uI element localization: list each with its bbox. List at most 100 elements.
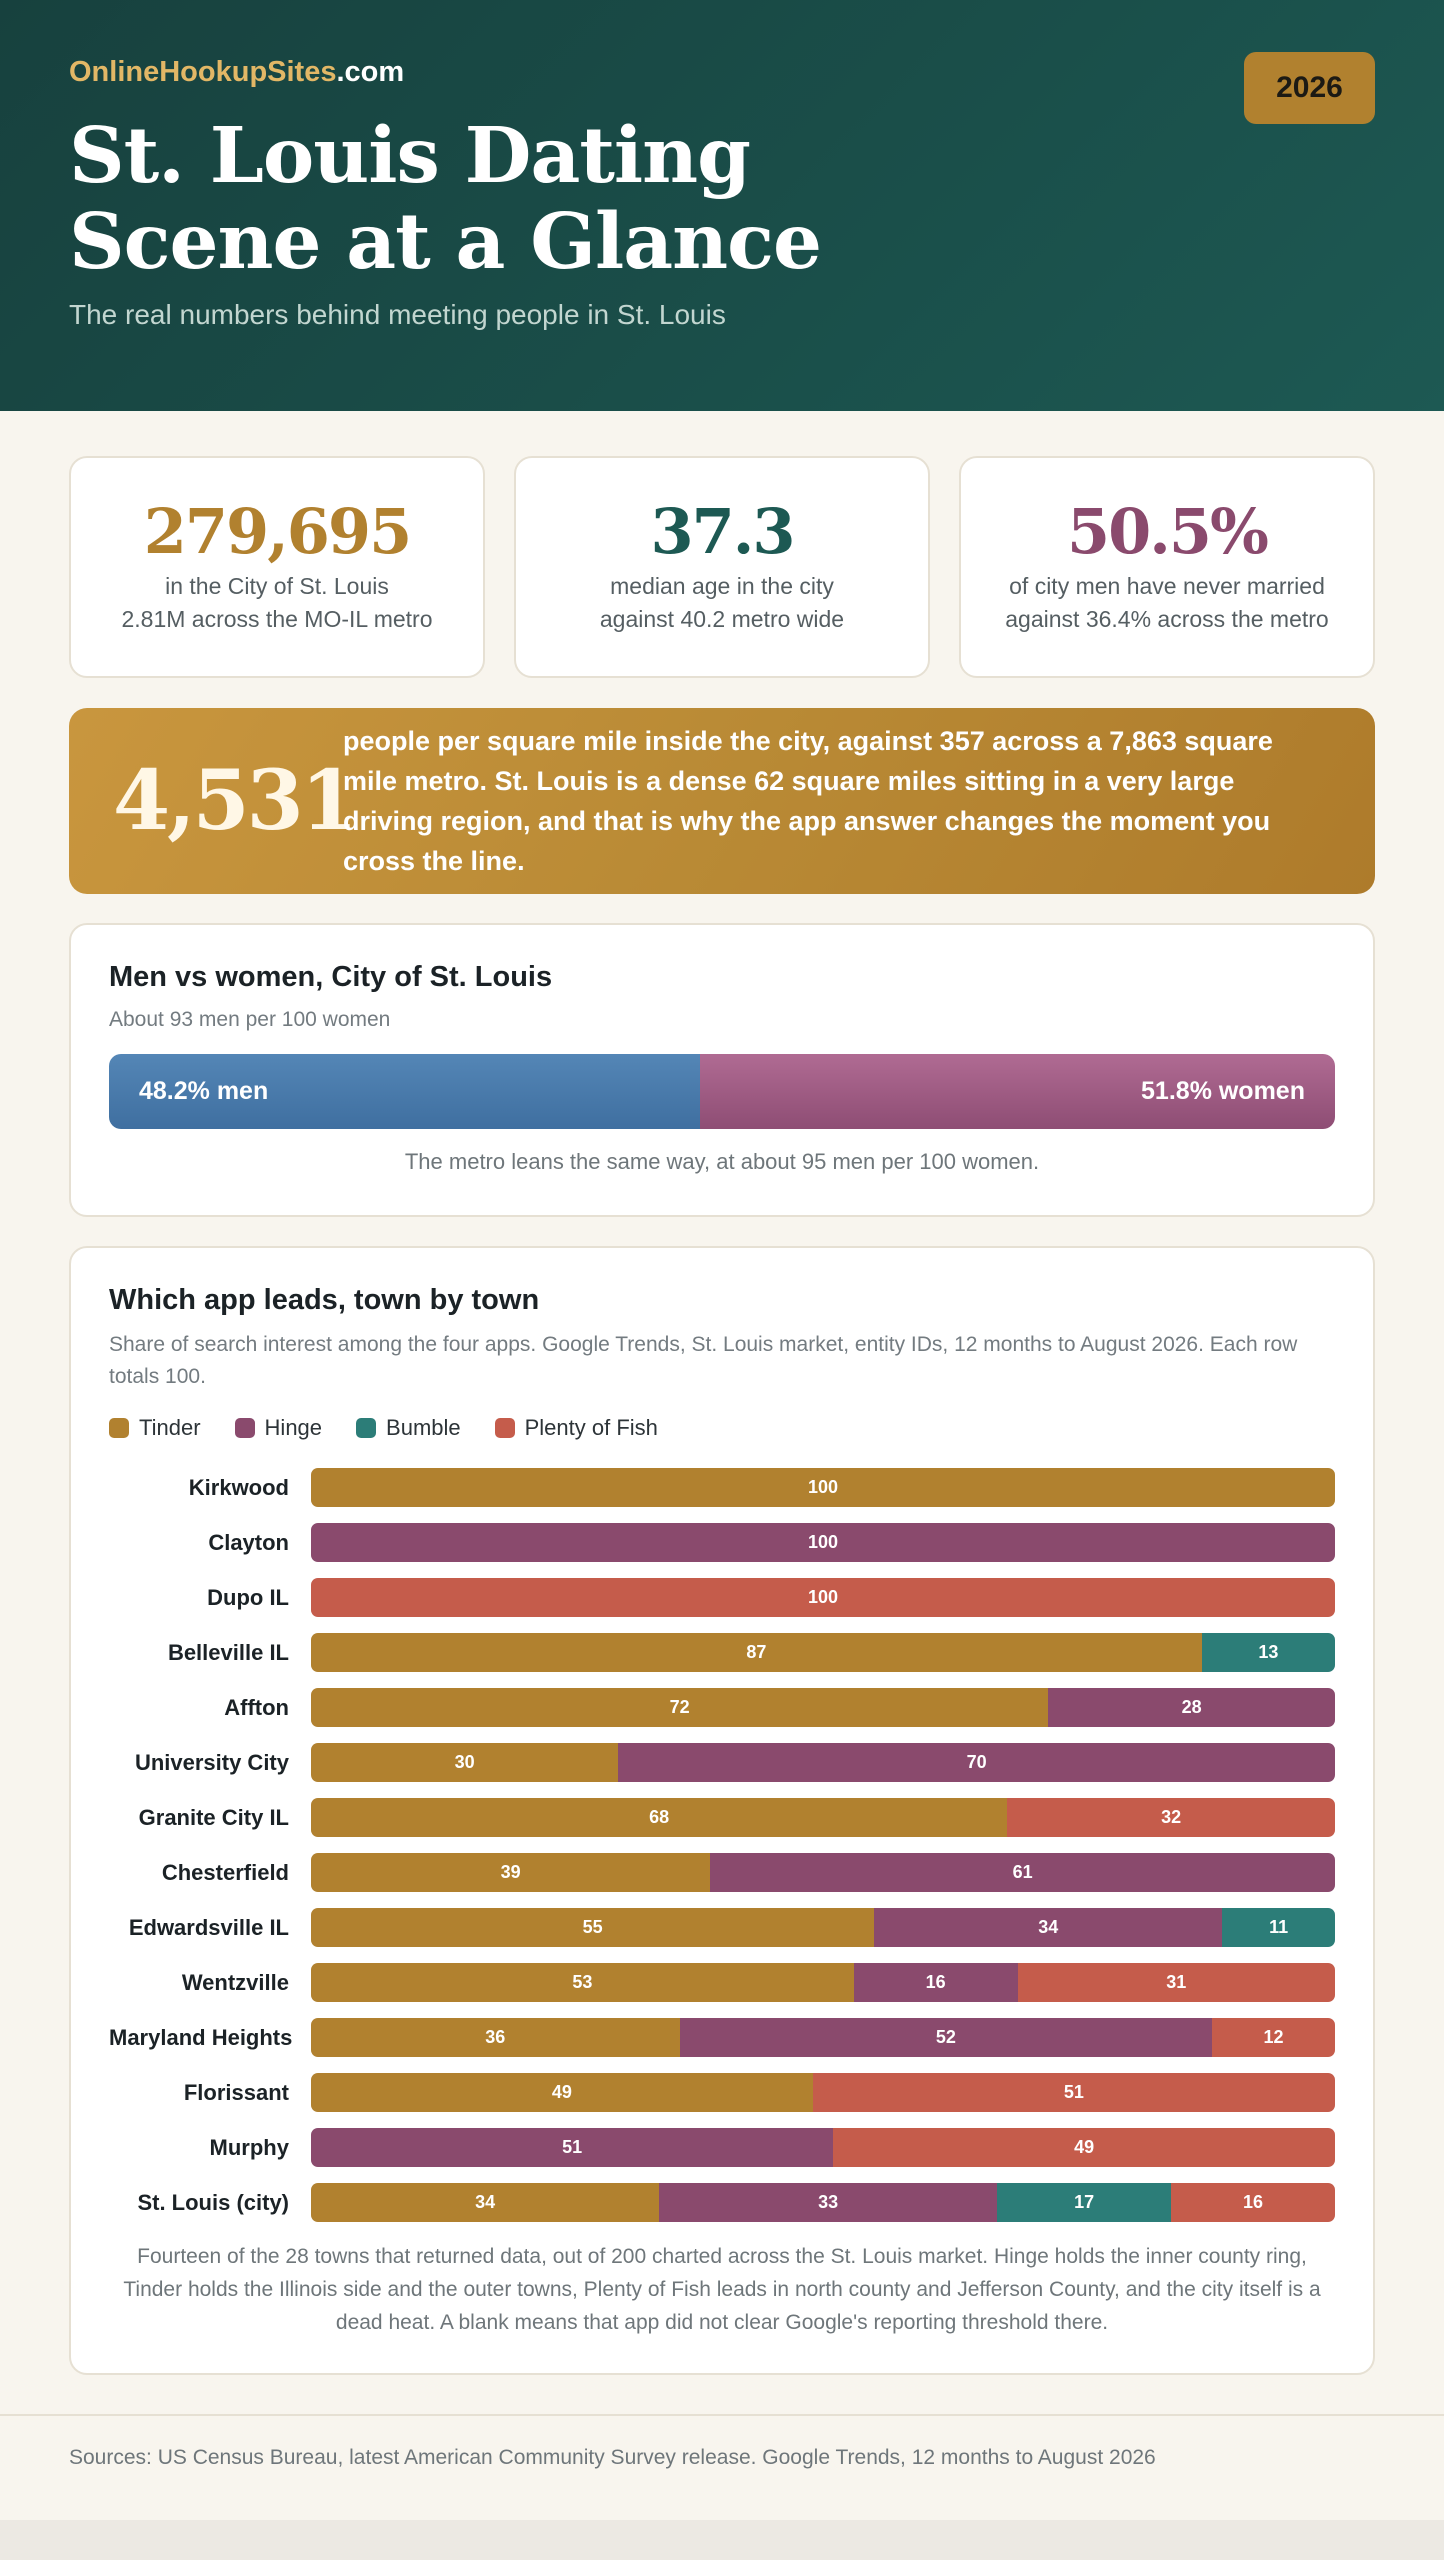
women-segment: 51.8% women <box>699 1054 1335 1129</box>
density-banner: 4,531 people per square mile inside the … <box>69 708 1375 894</box>
category-label: Maryland Heights <box>109 2024 293 2050</box>
category-label: Murphy <box>209 2134 289 2160</box>
stacked-bar: 55 34 11 <box>311 1908 1335 1947</box>
legend-item: Plenty of Fish <box>494 1415 658 1441</box>
men-segment: 48.2% men <box>109 1054 700 1129</box>
stat-line: against 40.2 metro wide <box>599 606 845 632</box>
stacked-bar: 100 <box>311 1578 1335 1617</box>
app-chart-subtitle: Share of search interest among the four … <box>109 1333 1298 1388</box>
sources-text: Sources: US Census Bureau, latest Americ… <box>69 2446 1156 2469</box>
bar-segment-tinder: 87 <box>311 1633 1202 1672</box>
brand-name: OnlineHookupSites <box>69 56 337 88</box>
header: OnlineHookupSites.com 2026 St. Louis Dat… <box>0 0 1444 411</box>
gender-note: The metro leans the same way, at about 9… <box>404 1149 1040 1174</box>
stacked-bar: 49 51 <box>311 2073 1335 2112</box>
stacked-bar: 87 13 <box>311 1633 1335 1672</box>
category-label: Granite City IL <box>138 1804 289 1830</box>
stat-cards: 279,695 in the City of St. Louis 2.81M a… <box>69 456 1375 678</box>
legend-swatch <box>494 1418 515 1438</box>
stat-value: 279,695 <box>143 495 412 568</box>
gender-subtitle: About 93 men per 100 women <box>109 1008 391 1031</box>
page-subtitle: The real numbers behind meeting people i… <box>69 299 726 330</box>
bar-segment-tinder: 49 <box>311 2073 813 2112</box>
chart-row: Wentzville 53 16 31 <box>109 1955 1335 2010</box>
app-chart-note: Fourteen of the 28 towns that returned d… <box>123 2245 1321 2334</box>
bar-segment-tinder: 55 <box>311 1908 875 1947</box>
bar-segment-tinder: 68 <box>311 1798 1008 1837</box>
stacked-bar: 39 61 <box>311 1853 1335 1892</box>
bar-segment-plenty-of-fish: 16 <box>1171 2183 1335 2222</box>
chart-row: Edwardsville IL 55 34 11 <box>109 1900 1335 1955</box>
bar-segment-tinder: 39 <box>311 1853 711 1892</box>
bar-segment-hinge: 28 <box>1048 1688 1335 1727</box>
chart-row: Belleville IL 87 13 <box>109 1625 1335 1680</box>
bar-segment-tinder: 53 <box>311 1963 854 2002</box>
bar-segment-plenty-of-fish: 51 <box>812 2073 1335 2112</box>
stat-value: 37.3 <box>650 495 795 568</box>
legend-swatch <box>356 1418 377 1438</box>
legend-swatch <box>109 1418 129 1438</box>
chart-row: University City 30 70 <box>109 1735 1335 1790</box>
stat-line: of city men have never married <box>1009 573 1325 599</box>
bar-segment-tinder: 72 <box>311 1688 1049 1727</box>
legend-item: Hinge <box>234 1415 322 1441</box>
bar-segment-hinge: 16 <box>853 1963 1018 2002</box>
legend-label: Bumble <box>386 1415 461 1440</box>
density-text: people per square mile inside the city, … <box>343 726 1273 876</box>
bar-segment-hinge: 100 <box>311 1523 1335 1562</box>
chart-row: Dupo IL 100 <box>109 1570 1335 1625</box>
brand-logo[interactable]: OnlineHookupSites.com <box>69 56 1375 89</box>
category-label: University City <box>134 1749 289 1775</box>
density-value: 4,531 <box>113 753 358 849</box>
stat-line: against 36.4% across the metro <box>1005 606 1329 632</box>
bar-segment-hinge: 61 <box>710 1853 1335 1892</box>
category-label: St. Louis (city) <box>137 2189 289 2215</box>
stacked-bar: 68 32 <box>311 1798 1335 1837</box>
bar-segment-bumble: 13 <box>1201 1633 1335 1672</box>
stat-card-population: 279,695 in the City of St. Louis 2.81M a… <box>69 456 485 678</box>
stat-line: 2.81M across the MO-IL metro <box>121 606 433 632</box>
stat-value: 50.5% <box>1067 495 1269 568</box>
bar-segment-plenty-of-fish: 32 <box>1007 1798 1335 1837</box>
category-label: Dupo IL <box>207 1584 289 1610</box>
brand-domain: .com <box>336 56 405 88</box>
legend-label: Plenty of Fish <box>524 1415 658 1440</box>
legend-label: Tinder <box>139 1415 201 1440</box>
category-label: Belleville IL <box>167 1639 289 1665</box>
page-title: St. Louis Dating Scene at a Glance <box>69 113 829 285</box>
category-label: Florissant <box>183 2079 289 2105</box>
bar-segment-tinder: 100 <box>311 1468 1335 1507</box>
bar-segment-tinder: 36 <box>311 2018 680 2057</box>
legend-item: Tinder <box>109 1415 201 1441</box>
chart-row: Florissant 49 51 <box>109 2065 1335 2120</box>
chart-row: Chesterfield 39 61 <box>109 1845 1335 1900</box>
gender-bar: 48.2% men 51.8% women <box>109 1054 1335 1129</box>
stacked-bar: 34 33 17 16 <box>311 2183 1335 2222</box>
stacked-bar: 30 70 <box>311 1743 1335 1782</box>
bar-segment-bumble: 17 <box>997 2183 1172 2222</box>
app-leads-card: Which app leads, town by town Share of s… <box>69 1246 1375 2375</box>
category-label: Chesterfield <box>161 1859 289 1885</box>
footer: Sources: US Census Bureau, latest Americ… <box>0 2414 1444 2470</box>
gender-card: Men vs women, City of St. Louis About 93… <box>69 923 1375 1217</box>
chart-row: Maryland Heights 36 52 12 <box>109 2010 1335 2065</box>
title-line-2: Scene at a Glance <box>69 197 822 287</box>
title-line-1: St. Louis Dating <box>69 111 751 201</box>
year-badge: 2026 <box>1244 52 1375 124</box>
stacked-bar-chart: Kirkwood 100 Clayton 100 Dupo IL 100 Bellevill… <box>109 1460 1335 2230</box>
chart-row: Kirkwood 100 <box>109 1460 1335 1515</box>
stat-card-never-married: 50.5% of city men have never married aga… <box>959 456 1375 678</box>
stacked-bar: 72 28 <box>311 1688 1335 1727</box>
chart-row: Granite City IL 68 32 <box>109 1790 1335 1845</box>
bar-segment-plenty-of-fish: 49 <box>833 2128 1335 2167</box>
legend-item: Bumble <box>356 1415 461 1441</box>
category-label: Clayton <box>208 1529 289 1555</box>
category-label: Kirkwood <box>188 1474 289 1500</box>
stacked-bar: 36 52 12 <box>311 2018 1335 2057</box>
stacked-bar: 51 49 <box>311 2128 1335 2167</box>
chart-row: St. Louis (city) 34 33 17 16 <box>109 2175 1335 2230</box>
chart-legend: Tinder Hinge Bumble Plenty of Fish <box>109 1415 1335 1441</box>
bar-segment-tinder: 30 <box>311 1743 619 1782</box>
chart-row: Murphy 51 49 <box>109 2120 1335 2175</box>
bar-segment-hinge: 33 <box>659 2183 998 2222</box>
